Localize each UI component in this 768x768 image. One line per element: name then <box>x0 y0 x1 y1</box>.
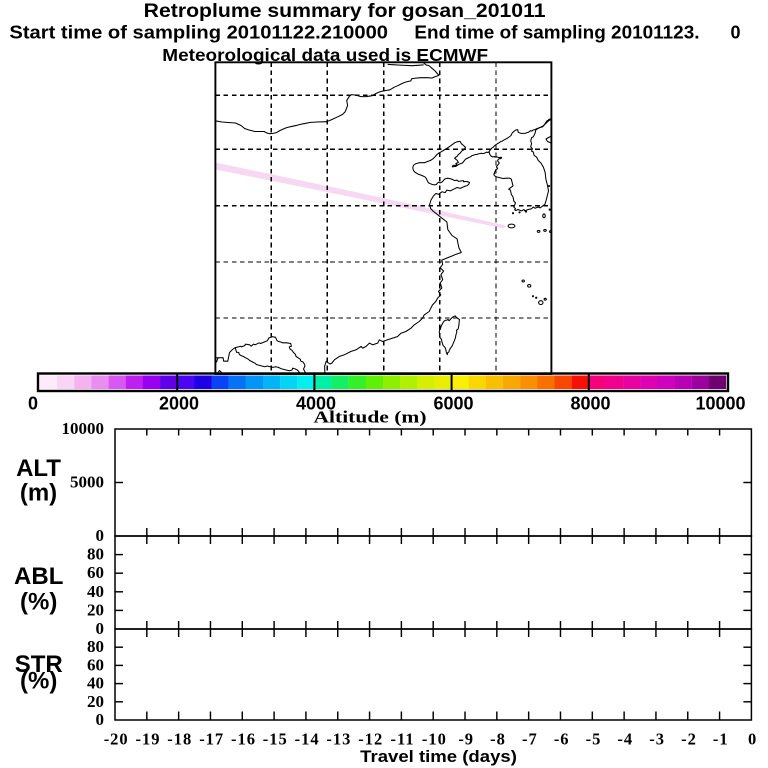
svg-text:-13: -13 <box>326 730 351 749</box>
svg-text:Meteorological data used is EC: Meteorological data used is ECMWF <box>162 45 488 65</box>
svg-text:(%): (%) <box>20 668 57 695</box>
svg-text:0: 0 <box>96 619 105 638</box>
svg-text:-11: -11 <box>391 730 415 749</box>
svg-text:-10: -10 <box>422 730 447 749</box>
svg-text:-3: -3 <box>649 730 665 749</box>
svg-text:0: 0 <box>730 23 740 43</box>
svg-text:-20: -20 <box>104 730 129 749</box>
svg-text:-15: -15 <box>263 730 288 749</box>
svg-text:Travel time (days): Travel time (days) <box>360 748 517 766</box>
svg-text:-1: -1 <box>713 730 729 749</box>
svg-text:6000: 6000 <box>433 394 473 414</box>
svg-text:Start time of sampling 2010112: Start time of sampling 20101122.210000 <box>9 23 388 43</box>
svg-text:-14: -14 <box>295 730 320 749</box>
svg-text:40: 40 <box>87 674 104 693</box>
svg-text:20: 20 <box>87 600 104 619</box>
svg-text:80: 80 <box>87 545 104 564</box>
svg-text:-4: -4 <box>617 730 633 749</box>
svg-text:ABL: ABL <box>14 563 63 590</box>
svg-text:-2: -2 <box>681 730 697 749</box>
svg-text:-17: -17 <box>199 730 224 749</box>
svg-text:-9: -9 <box>458 730 474 749</box>
svg-text:End time of sampling 20101123.: End time of sampling 20101123. <box>414 23 699 43</box>
svg-text:80: 80 <box>87 637 104 656</box>
svg-text:-7: -7 <box>522 730 538 749</box>
svg-text:4000: 4000 <box>296 394 336 414</box>
svg-text:-18: -18 <box>167 730 192 749</box>
svg-text:40: 40 <box>87 582 104 601</box>
svg-text:8000: 8000 <box>570 394 610 414</box>
svg-text:-8: -8 <box>490 730 506 749</box>
svg-text:60: 60 <box>87 655 104 674</box>
svg-text:0: 0 <box>96 710 105 729</box>
svg-text:0: 0 <box>748 730 757 749</box>
svg-text:10000: 10000 <box>695 394 745 414</box>
svg-text:0: 0 <box>28 394 38 414</box>
svg-text:5000: 5000 <box>70 472 104 491</box>
svg-text:-5: -5 <box>586 730 602 749</box>
svg-text:-19: -19 <box>136 730 161 749</box>
svg-text:60: 60 <box>87 563 104 582</box>
svg-text:0: 0 <box>96 526 105 545</box>
svg-text:STR: STR <box>15 651 63 678</box>
svg-text:-6: -6 <box>554 730 570 749</box>
svg-text:20: 20 <box>87 692 104 711</box>
svg-text:-12: -12 <box>358 730 383 749</box>
svg-text:Altitude (m): Altitude (m) <box>314 408 427 427</box>
svg-text:(m): (m) <box>20 479 57 506</box>
svg-text:10000: 10000 <box>62 419 105 438</box>
svg-text:-16: -16 <box>231 730 256 749</box>
svg-text:2000: 2000 <box>159 394 199 414</box>
svg-text:(%): (%) <box>20 588 57 615</box>
svg-text:ALT: ALT <box>16 455 61 482</box>
svg-text:Retroplume summary for gosan_2: Retroplume summary for gosan_201011 <box>144 1 546 22</box>
